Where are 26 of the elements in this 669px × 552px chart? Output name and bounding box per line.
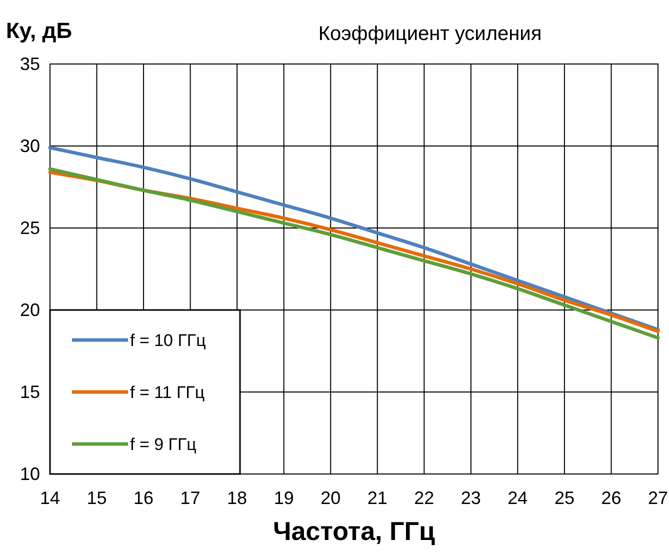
x-tick-label: 19: [274, 488, 294, 508]
legend-label: f = 10 ГГц: [130, 331, 206, 350]
x-tick-label: 16: [134, 488, 154, 508]
x-tick-label: 17: [180, 488, 200, 508]
y-tick-label: 35: [20, 54, 40, 74]
x-tick-label: 20: [320, 488, 341, 508]
x-axis-title: Частота, ГГц: [273, 516, 435, 546]
x-tick-label: 22: [414, 488, 434, 508]
chart-title: Коэффициент усиления: [318, 23, 542, 45]
x-tick-label: 26: [601, 488, 622, 508]
legend-label: f = 11 ГГц: [130, 383, 205, 402]
x-tick-label: 15: [86, 488, 107, 508]
y-tick-label: 10: [20, 464, 40, 484]
x-tick-label: 23: [460, 488, 481, 508]
x-tick-label: 14: [40, 488, 60, 508]
x-tick-label: 27: [648, 488, 668, 508]
y-tick-label: 30: [20, 136, 40, 156]
x-tick-label: 18: [227, 488, 248, 508]
x-tick-label: 24: [508, 488, 528, 508]
y-tick-label: 15: [20, 382, 40, 402]
y-tick-label: 20: [20, 300, 40, 320]
legend-label: f = 9 ГГц: [130, 435, 197, 454]
x-tick-label: 21: [367, 488, 388, 508]
y-axis-title: Ку, дБ: [6, 18, 72, 43]
y-tick-label: 25: [20, 218, 40, 238]
x-tick-label: 25: [554, 488, 574, 508]
